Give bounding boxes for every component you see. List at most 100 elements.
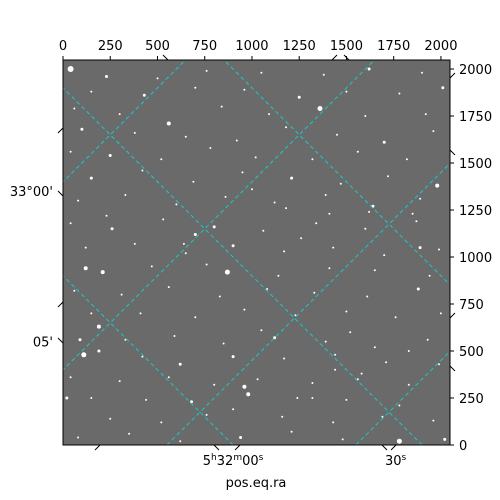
star-point (141, 169, 144, 172)
star-point (109, 417, 112, 420)
x-tick-label: 250 (98, 39, 123, 54)
star-point (387, 175, 389, 178)
star-point (142, 93, 146, 97)
ra-tick-label: 30s (385, 453, 407, 469)
star-point (184, 135, 187, 138)
world-tick-bottom (390, 444, 397, 451)
star-point (260, 329, 263, 332)
star-point (432, 419, 435, 422)
star-point (394, 316, 397, 319)
star-point (128, 432, 131, 435)
dec-grid-line (0, 60, 54, 445)
star-point (167, 286, 170, 289)
y-tick-label: 0 (459, 439, 467, 454)
star-point (297, 95, 301, 99)
x-tick-label: 1000 (235, 39, 268, 54)
star-point (273, 201, 276, 204)
x-tick-label: 1500 (330, 39, 363, 54)
star-point (133, 242, 136, 245)
star-point (332, 246, 335, 249)
star-point (332, 421, 335, 424)
star-point (317, 106, 323, 111)
star-point (290, 176, 294, 180)
star-point (364, 115, 367, 117)
y-tick-label: 750 (459, 298, 484, 313)
world-tick-bottom (213, 444, 220, 451)
star-point (96, 324, 101, 329)
star-point (334, 353, 337, 356)
star-point (396, 438, 402, 444)
star-point (426, 338, 429, 341)
star-point (324, 340, 327, 343)
star-point (311, 397, 314, 399)
world-tick-right (449, 72, 456, 79)
star-point (324, 194, 327, 196)
star-point (205, 69, 208, 72)
star-point (366, 295, 369, 298)
star-point (162, 218, 165, 221)
star-point (80, 127, 84, 131)
ra-tick-label: 5h32m00s (203, 453, 264, 469)
x-tick-label: 0 (59, 39, 67, 54)
y-tick-label: 1750 (459, 110, 492, 125)
star-point (296, 397, 299, 399)
star-point (212, 225, 216, 229)
world-tick-right (449, 312, 456, 319)
world-tick-left (57, 337, 64, 344)
star-point (383, 254, 386, 257)
star-point (251, 188, 253, 191)
star-point (167, 376, 170, 379)
star-point (118, 380, 121, 383)
star-point (373, 269, 376, 272)
star-field (65, 66, 447, 444)
star-point (175, 203, 178, 206)
star-point (224, 195, 227, 198)
star-point (294, 314, 297, 317)
star-point (418, 246, 422, 250)
star-point (356, 150, 359, 153)
star-point (105, 75, 108, 78)
star-point (435, 183, 440, 188)
star-point (90, 312, 93, 315)
star-point (243, 88, 246, 91)
star-point (256, 378, 259, 381)
star-point (385, 361, 388, 364)
star-point (69, 376, 72, 379)
star-point (105, 214, 108, 217)
star-point (439, 312, 442, 315)
star-point (90, 90, 93, 93)
y-tick-label: 1500 (459, 157, 492, 172)
y-tick-label: 250 (459, 392, 484, 407)
dec-tick-label: 05' (33, 336, 53, 351)
star-point (220, 105, 223, 108)
star-point (290, 430, 293, 433)
star-point (311, 382, 314, 384)
y-tick-group: 0 250 500 750 1000 1250 1500 1750 2000 (450, 63, 492, 454)
star-point (415, 220, 418, 223)
x-tick-label: 1750 (377, 39, 410, 54)
star-point (231, 355, 235, 359)
world-tick-top (343, 54, 350, 61)
star-point (277, 274, 280, 277)
world-tick-right (449, 365, 456, 372)
y-tick-label: 500 (459, 345, 484, 360)
star-point (285, 126, 287, 129)
star-point (178, 362, 182, 366)
star-point (110, 227, 114, 231)
star-point (313, 291, 316, 294)
star-point (283, 250, 286, 253)
star-point (373, 346, 376, 349)
star-point (341, 438, 344, 441)
star-point (205, 263, 208, 266)
star-point (416, 287, 420, 291)
star-point (281, 415, 284, 418)
star-point (424, 113, 427, 116)
world-tick-right (449, 149, 456, 156)
star-point (69, 150, 72, 153)
star-point (356, 378, 359, 381)
star-point (368, 210, 371, 213)
star-point (118, 113, 121, 116)
star-point (192, 180, 195, 183)
star-point (322, 73, 325, 76)
star-point (398, 404, 401, 407)
